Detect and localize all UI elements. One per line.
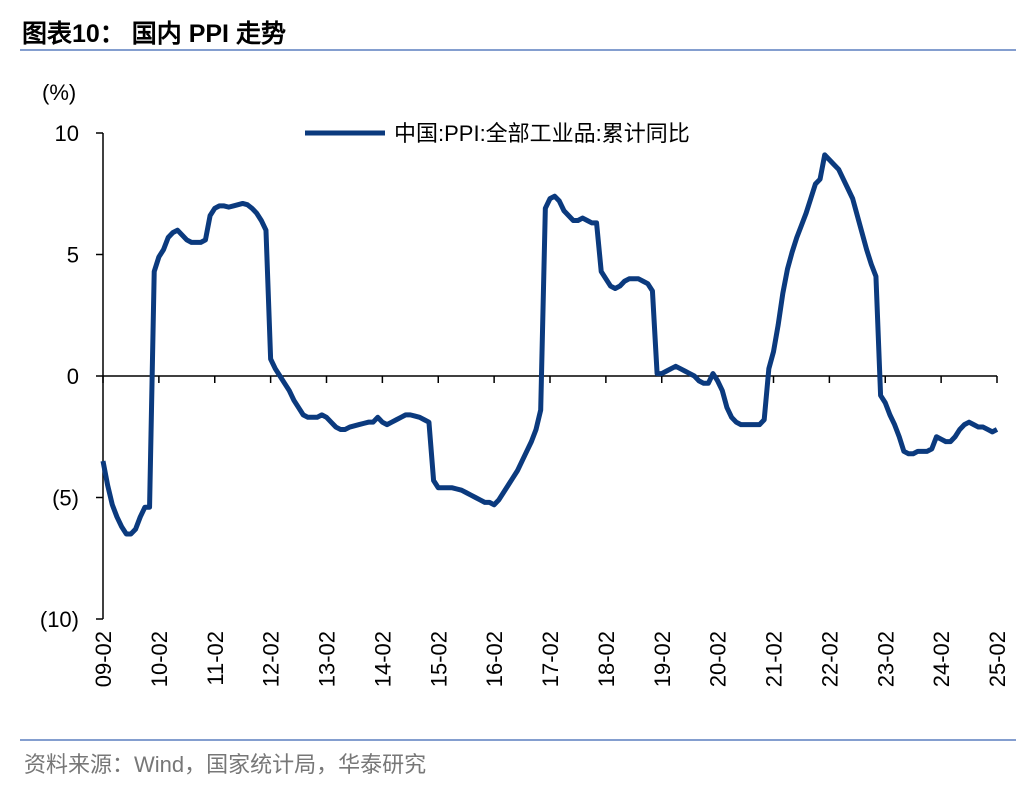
x-tick-label: 22-02: [817, 631, 842, 687]
x-tick-label: 24-02: [929, 631, 954, 687]
x-tick-label: 16-02: [482, 631, 507, 687]
chart-title: 图表10： 国内 PPI 走势: [22, 19, 286, 48]
x-tick-label: 12-02: [259, 631, 284, 687]
x-tick-label: 14-02: [370, 631, 395, 687]
x-tick-label: 23-02: [873, 631, 898, 687]
x-tick-label: 21-02: [762, 631, 787, 687]
x-tick-label: 20-02: [706, 631, 731, 687]
y-tick-label: 10: [55, 121, 79, 146]
x-tick-label: 15-02: [426, 631, 451, 687]
y-tick-label: (5): [52, 486, 79, 511]
x-tick-label: 17-02: [538, 631, 563, 687]
x-tick-label: 25-02: [985, 631, 1010, 687]
y-tick-label: 5: [67, 243, 79, 268]
x-tick-label: 11-02: [203, 631, 228, 686]
legend-label: 中国:PPI:全部工业品:累计同比: [394, 121, 690, 146]
x-tick-label: 19-02: [650, 631, 675, 687]
y-unit: (%): [42, 80, 76, 105]
x-tick-label: 18-02: [594, 631, 619, 687]
y-tick-label: (10): [40, 607, 79, 632]
y-tick-label: 0: [67, 364, 79, 389]
x-tick-label: 13-02: [315, 631, 340, 687]
x-tick-label: 10-02: [147, 631, 172, 687]
series-line: [100, 152, 999, 537]
source-note: 资料来源：Wind，国家统计局，华泰研究: [24, 752, 426, 777]
x-tick-label: 09-02: [91, 631, 116, 687]
